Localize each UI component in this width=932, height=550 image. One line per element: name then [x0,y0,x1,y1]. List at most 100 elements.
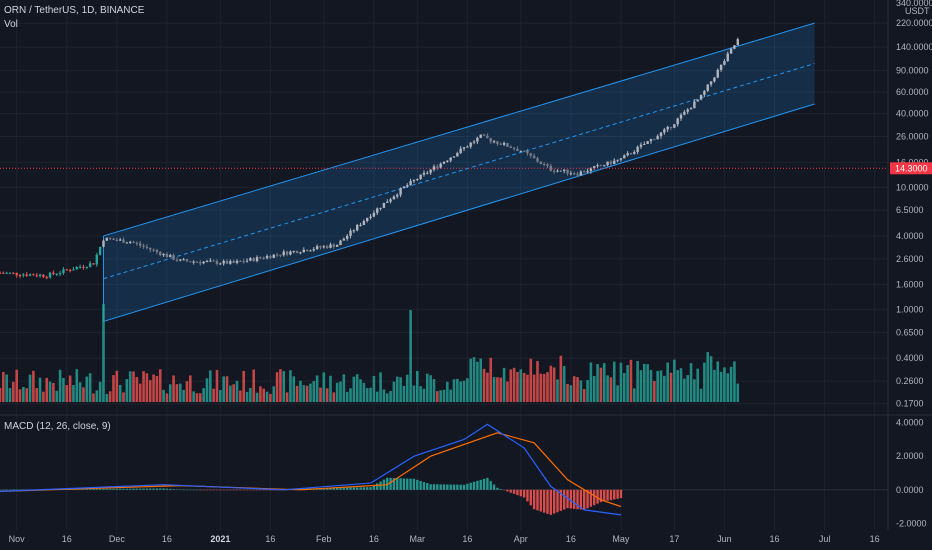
candle-body [295,251,299,254]
candle-body [386,201,389,203]
macd-histogram-bar [165,488,169,490]
volume-bar [8,388,12,402]
volume-bar [182,389,185,402]
candle-body [142,245,145,247]
volume-bar [452,379,456,402]
price-tick-label: 90.0000 [896,66,929,76]
candle-body [653,139,656,141]
volume-bar [345,391,349,402]
volume-bar [155,375,159,402]
volume-bar [562,366,566,402]
volume-bar [162,389,165,402]
volume-bar [175,384,179,402]
candle-body [262,257,265,259]
macd-histogram-bar [329,487,332,490]
macd-histogram-bar [512,489,516,494]
volume-bar [415,370,419,402]
price-tick-label: 1.6000 [896,280,924,290]
volume-bar [325,388,329,402]
macd-histogram-bar [516,489,519,496]
volume-bar [118,385,122,402]
candle-body [305,249,309,252]
candle-body [669,126,673,128]
candle-body [195,261,199,263]
volume-bar [222,376,225,402]
candle-body [128,241,132,243]
macd-histogram-bar [476,480,479,490]
volume-bar [199,393,202,402]
candle-body [332,244,336,247]
candle-body [693,101,696,109]
candle-body [235,261,239,263]
volume-bar [726,373,730,402]
candle-body [733,45,736,49]
candle-body [426,172,429,174]
volume-bar [566,383,569,402]
candle-body [105,237,109,241]
time-tick-label: 16 [870,534,880,544]
candle-body [205,261,209,263]
volume-bar [405,374,409,402]
volume-bar [275,372,279,402]
candle-body [442,161,446,164]
macd-histogram-bar [449,484,452,490]
macd-histogram-bar [142,488,145,490]
last-price-label: 14.3000 [895,163,928,173]
macd-histogram-bar [5,489,8,491]
volume-bar [582,389,586,402]
macd-histogram-bar [249,489,252,491]
macd-tick-label: 0.0000 [896,485,924,495]
candle-body [366,217,369,222]
candle-body [713,77,716,82]
macd-histogram-bar [212,489,215,491]
macd-histogram-bar [98,488,102,490]
volume-bar [32,370,35,402]
volume-bar [696,368,700,402]
volume-bar [342,374,346,402]
volume-bar [382,389,386,402]
macd-histogram-bar [92,488,95,490]
volume-bar [459,381,462,402]
candle-body [599,165,603,167]
volume-bar [168,384,172,402]
macd-histogram-bar [402,478,406,490]
macd-histogram-bar [369,487,372,490]
volume-bar [469,358,473,402]
macd-histogram-bar [606,489,609,501]
volume-bar [646,364,649,402]
macd-histogram-bar [219,489,222,491]
macd-histogram-bar [112,488,115,490]
macd-histogram-bar [459,484,462,490]
price-tick-label: 220.0000 [896,18,932,28]
volume-bar [192,391,195,402]
macd-histogram-bar [2,489,5,491]
macd-histogram-bar [222,489,225,491]
macd-histogram-bar [78,489,82,490]
time-tick-label: 16 [62,534,72,544]
candle-body [726,53,729,61]
candle-body [88,263,92,267]
macd-histogram-bar [128,488,132,490]
macd-histogram-bar [616,489,619,499]
time-tick-label: Mar [410,534,426,544]
macd-histogram-bar [556,489,559,513]
candle-body [182,259,185,261]
macd-histogram-bar [242,489,245,491]
candle-body [175,259,179,261]
candle-body [436,166,439,168]
candle-body [292,251,295,253]
candle-body [342,238,346,241]
candle-body [706,84,709,91]
macd-pane [0,423,888,516]
macd-histogram-bar [88,489,92,490]
candle-body [639,144,643,147]
macd-histogram-bar [125,488,129,490]
macd-histogram-bar [396,478,399,490]
volume-bar [446,381,449,402]
volume-bar [632,388,636,402]
candle-body [312,249,316,251]
candle-body [659,132,663,137]
macd-histogram-bar [429,484,432,490]
